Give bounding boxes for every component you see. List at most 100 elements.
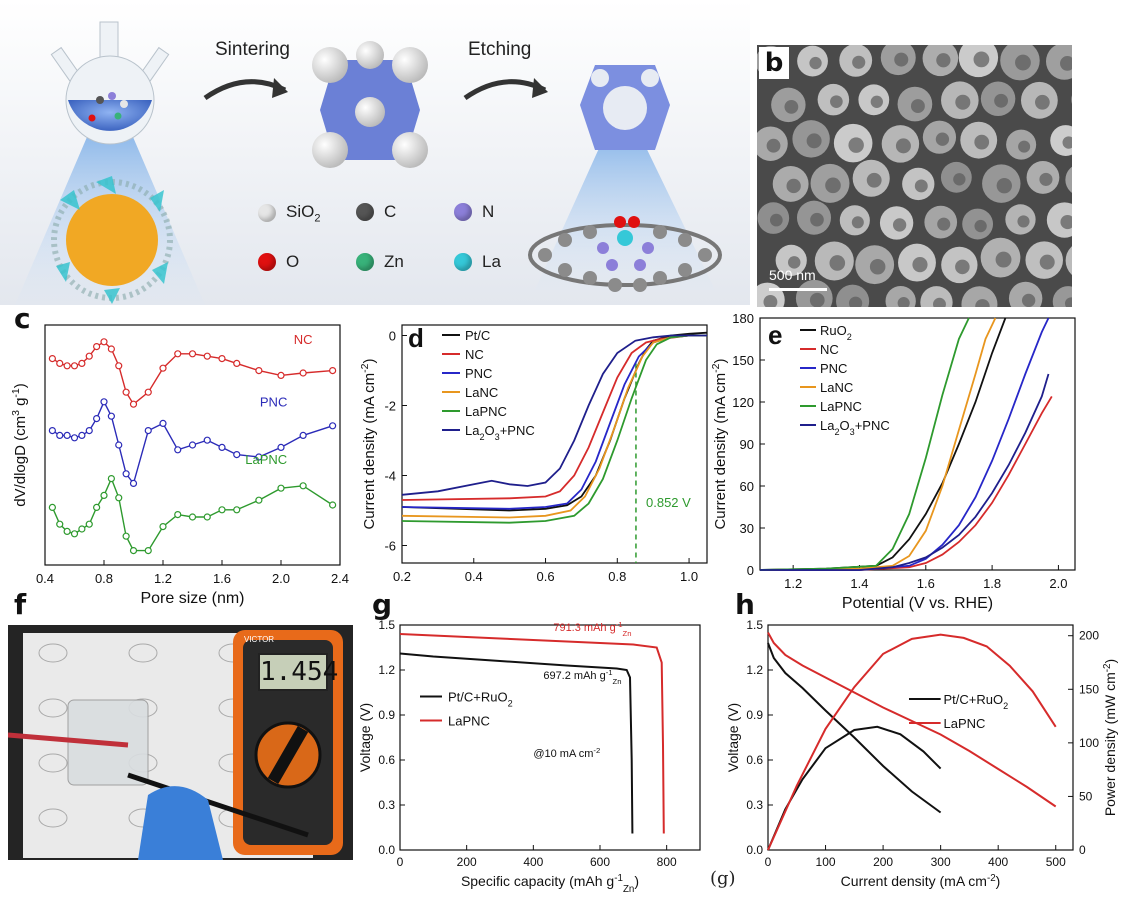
sem-particle-cavity [806,133,822,149]
capacity-annotation-ptc-part: Zn [613,677,622,686]
y-tick-label: 0.9 [746,708,763,722]
data-point-NC [277,371,285,380]
y2-axis-label-part: Power density (mW cm [1102,672,1118,816]
series-line-La2O3+PNC [760,373,1050,571]
y-axis-label-part: 3 [10,410,22,416]
sem-particle-cavity [973,51,990,68]
gloved-hand [138,786,223,860]
data-point-NC [203,352,211,360]
black-test-lead [127,772,309,838]
panel-label-d: d [408,323,424,353]
y-tick-label: 30 [740,521,754,536]
series-line-PNC [760,317,1050,571]
sem-particle-cavity [936,53,951,68]
multimeter-dial-knob [267,726,309,784]
current-density-annotation-part: @10 mA cm [533,748,593,760]
legend-label-Pt/C+RuO2-part: Pt/C+RuO [944,692,1004,707]
legend-label-LaNC: LaNC [465,385,498,400]
x-axis-label-part: Zn [623,884,634,895]
data-point-NC [100,338,108,346]
sem-micrograph [757,45,1072,307]
atom-legend-swatch [454,253,472,271]
voltage-curve-LaPNC [767,632,1057,808]
sem-particle-cavity [1021,293,1036,307]
x-tick-label: 600 [590,855,610,869]
sem-particle-cavity [848,137,864,153]
y2-tick-label: 0 [1079,843,1086,857]
legend-label-La2O3+PNC-part: La [465,423,480,438]
series-line-Pt/C [401,331,708,512]
legend-label-Pt/C+RuO2: Pt/C+RuO2 [944,692,1009,711]
data-point-PNC [233,451,241,459]
x-tick-label: 1.0 [680,569,698,584]
y-tick-label: -2 [384,399,396,414]
series-label-LaPNC: LaPNC [245,452,287,467]
data-point-PNC [48,426,56,435]
x-tick-label: 200 [457,855,477,869]
x-tick-label: 200 [873,855,893,869]
step-sintering-label: Sintering [215,39,290,60]
legend-label-LaPNC: LaPNC [448,714,490,729]
panel-label-b: b [764,48,784,78]
sem-particle-cavity [1060,56,1072,71]
sem-particle-cavity [866,172,882,188]
data-point-PNC [78,431,86,440]
data-point-LaPNC [233,506,241,514]
x-axis-label: Current density (mA cm-2) [841,873,1001,890]
data-point-LaPNC [174,511,182,519]
sem-particle-cavity [1039,254,1055,270]
data-point-LaPNC [203,513,211,521]
legend-label-La2O3+PNC-part: La [820,418,835,433]
data-point-PNC [144,426,152,435]
x-tick-label: 0.6 [536,569,554,584]
sem-particle-cavity [974,134,990,150]
series-label-NC: NC [294,332,313,347]
legend-label-NC: NC [465,347,484,362]
data-point-NC [218,354,226,363]
data-point-LaPNC [107,475,115,483]
sem-particle-cavity [892,218,907,232]
y-axis-label-part: Current density (mA cm [712,373,729,530]
sem-particle-cavity [1064,297,1072,307]
x-axis-label-part: ) [996,873,1001,889]
atom-legend-item: Zn [356,252,404,272]
data-point-NC [255,366,263,375]
y-axis-label-part: -2 [359,363,371,372]
y2-tick-label: 150 [1079,682,1099,696]
y-tick-label: 1.2 [746,663,763,677]
sem-particle-cavity [994,93,1008,108]
plot-frame [399,624,701,851]
x-tick-label: 1.8 [983,576,1001,591]
data-point-NC [78,359,86,368]
atom-legend-label: C [384,202,397,221]
plot-frame [759,317,1076,571]
y-axis-label: Current density (mA cm-2) [710,358,729,529]
legend-label-LaPNC-part: LaPNC [820,399,862,414]
data-point-LaPNC [299,482,307,490]
legend-label-Pt/C: Pt/C [465,328,490,343]
data-point-PNC [93,414,101,423]
sem-particle-cavity [897,297,910,307]
atom-legend-item: SiO2 [258,202,320,224]
x-axis-label-part: Current density (mA cm [841,873,987,889]
caption-marker: (g) [710,868,736,889]
sem-particle-cavity [830,95,843,108]
legend-label-La2O3+PNC-part: 2 [834,427,839,437]
legend-label-PNC: PNC [465,366,492,381]
y-axis-label: Current density (mA cm-2) [359,358,378,529]
capacity-annotation-lapnc: 791.3 mAh g-1Zn [553,620,631,638]
atom-legend-item: C [356,202,396,222]
y-tick-label: 60 [740,479,754,494]
x-tick-label: 300 [931,855,951,869]
x-tick-label: 0.2 [393,569,411,584]
data-point-NC [174,350,182,358]
atom-legend-swatch [454,203,472,221]
legend-label-La2O3+PNC-part: 3 [495,432,500,442]
sem-particle-cavity [914,179,928,193]
sem-particle [1065,246,1072,275]
logo-stamp-icon [38,643,68,663]
legend-label-LaNC: LaNC [820,380,853,395]
x-tick-label: 2.4 [331,571,349,586]
data-point-NC [122,388,130,396]
x-tick-label: 0.8 [608,569,626,584]
